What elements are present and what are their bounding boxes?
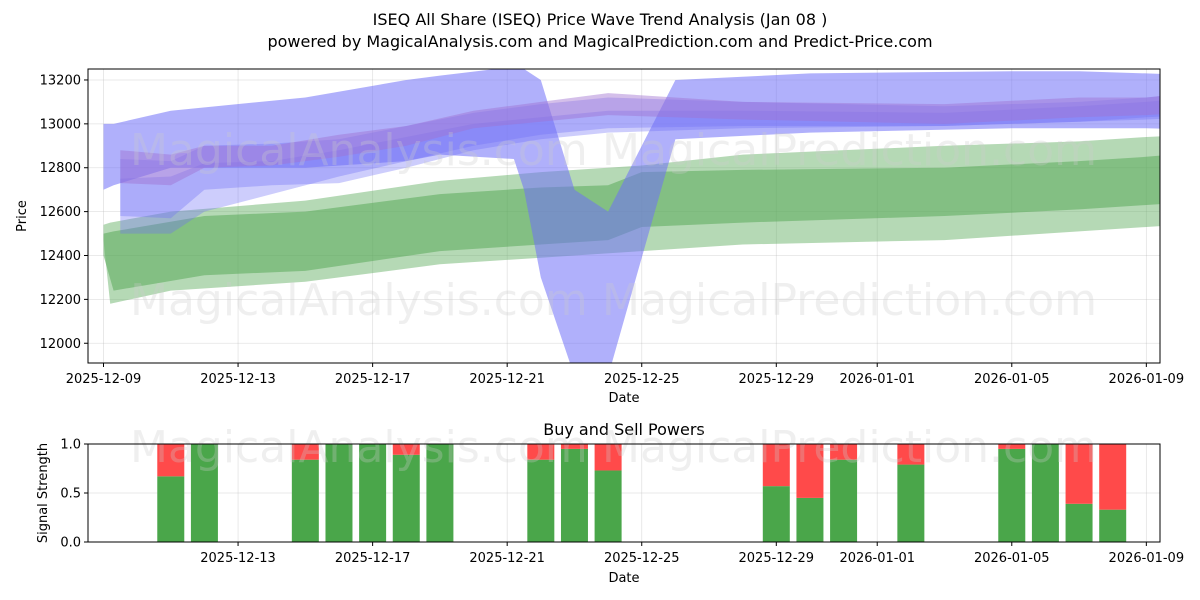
top-x-axis-label: Date: [608, 391, 639, 406]
bottom-y-tick-label: 0.5: [60, 487, 81, 502]
bottom-x-tick-label: 2025-12-21: [469, 551, 545, 566]
watermark-prediction-bottom: MagicalPrediction.com: [602, 422, 1097, 473]
sell-bar: [897, 444, 925, 465]
bottom-x-axis-label: Date: [608, 571, 639, 586]
sell-bar: [527, 444, 555, 460]
top-axes-frame: [87, 68, 1161, 364]
bottom-x-tick-label: 2025-12-29: [739, 551, 815, 566]
top-y-tick-label: 13000: [40, 117, 81, 132]
bottom-watermarks: MagicalAnalysis.com MagicalPrediction.co…: [130, 422, 1097, 473]
top-x-tick-label: 2025-12-09: [66, 372, 142, 387]
bottom-x-tick-label: 2026-01-05: [974, 551, 1050, 566]
blue-band-2: [120, 96, 1160, 219]
sell-bar: [1065, 444, 1093, 504]
buy-bar: [1065, 503, 1093, 542]
top-bands: [103, 69, 1160, 363]
sell-bar: [291, 444, 319, 460]
top-x-tick-label: 2025-12-17: [335, 372, 411, 387]
sell-bar: [560, 444, 588, 449]
buy-bar: [392, 454, 420, 542]
blue-band-1: [103, 69, 1160, 363]
watermark-analysis-bottom: MagicalAnalysis.com: [130, 422, 588, 473]
buy-bar: [830, 459, 858, 542]
bottom-x-tick-label: 2025-12-25: [604, 551, 680, 566]
bottom-x-tick-label: 2025-12-13: [200, 551, 276, 566]
sell-bar: [157, 444, 185, 477]
bottom-bars: [157, 444, 1127, 542]
bottom-x-tick-label: 2026-01-01: [839, 551, 915, 566]
buy-bar: [560, 448, 588, 542]
chart-title: ISEQ All Share (ISEQ) Price Wave Trend A…: [373, 10, 828, 29]
top-x-tick-label: 2026-01-01: [839, 372, 915, 387]
chart-subtitle: powered by MagicalAnalysis.com and Magic…: [267, 32, 932, 51]
top-watermarks: MagicalAnalysis.com MagicalPrediction.co…: [130, 125, 1097, 326]
sell-bar: [796, 444, 824, 498]
buy-bar: [527, 459, 555, 542]
top-y-tick-label: 12800: [40, 161, 81, 176]
top-x-tick-label: 2025-12-29: [739, 372, 815, 387]
top-x-tick-label: 2025-12-13: [200, 372, 276, 387]
bottom-y-ticks: 0.0 0.5 1.0: [60, 438, 88, 551]
top-y-tick-label: 12600: [40, 205, 81, 220]
top-x-tick-label: 2025-12-21: [469, 372, 545, 387]
watermark-prediction-mid: MagicalPrediction.com: [602, 275, 1097, 326]
bottom-chart-title: Buy and Sell Powers: [543, 420, 705, 439]
sell-bar: [830, 444, 858, 460]
buy-bar: [796, 497, 824, 542]
bottom-x-tick-label: 2026-01-09: [1109, 551, 1185, 566]
watermark-analysis-mid: MagicalAnalysis.com: [130, 275, 588, 326]
sell-bar: [1099, 444, 1127, 510]
blue-band-3: [120, 100, 1160, 234]
sell-bar: [392, 444, 420, 455]
buy-bar: [359, 444, 387, 542]
buy-bar: [291, 459, 319, 542]
bottom-y-axis-label: Signal Strength: [36, 443, 51, 543]
top-y-ticks: 12000 12200 12400 12600 12800 13000 13200: [40, 73, 88, 352]
top-x-ticks: 2025-12-09 2025-12-13 2025-12-17 2025-12-21…: [66, 363, 1184, 387]
top-x-tick-label: 2026-01-05: [974, 372, 1050, 387]
buy-bar: [897, 464, 925, 542]
watermark-prediction-top: MagicalPrediction.com: [602, 125, 1097, 176]
top-y-tick-label: 12200: [40, 293, 81, 308]
top-x-tick-label: 2026-01-09: [1109, 372, 1185, 387]
top-y-tick-label: 13200: [40, 73, 81, 88]
bottom-y-tick-label: 1.0: [60, 438, 81, 453]
buy-bar: [426, 444, 454, 542]
top-y-axis-label: Price: [15, 200, 30, 232]
top-x-tick-label: 2025-12-25: [604, 372, 680, 387]
sell-bar: [762, 444, 790, 487]
buy-bar: [1099, 509, 1127, 542]
top-y-tick-label: 12000: [40, 337, 81, 352]
buy-bar: [157, 476, 185, 542]
buy-bar: [325, 444, 353, 542]
bottom-x-ticks: 2025-12-13 2025-12-17 2025-12-21 2025-12-25…: [200, 542, 1184, 566]
bottom-y-tick-label: 0.0: [60, 536, 81, 551]
top-y-tick-label: 12400: [40, 249, 81, 264]
buy-bar: [594, 470, 622, 542]
sell-bar: [594, 444, 622, 471]
buy-bar: [762, 486, 790, 542]
bottom-x-tick-label: 2025-12-17: [335, 551, 411, 566]
sell-bar: [998, 444, 1026, 449]
buy-bar: [190, 444, 218, 542]
purple-band-1: [120, 93, 1160, 186]
buy-bar: [998, 448, 1026, 542]
buy-bar: [1031, 444, 1059, 542]
watermark-analysis-top: MagicalAnalysis.com: [130, 125, 588, 176]
